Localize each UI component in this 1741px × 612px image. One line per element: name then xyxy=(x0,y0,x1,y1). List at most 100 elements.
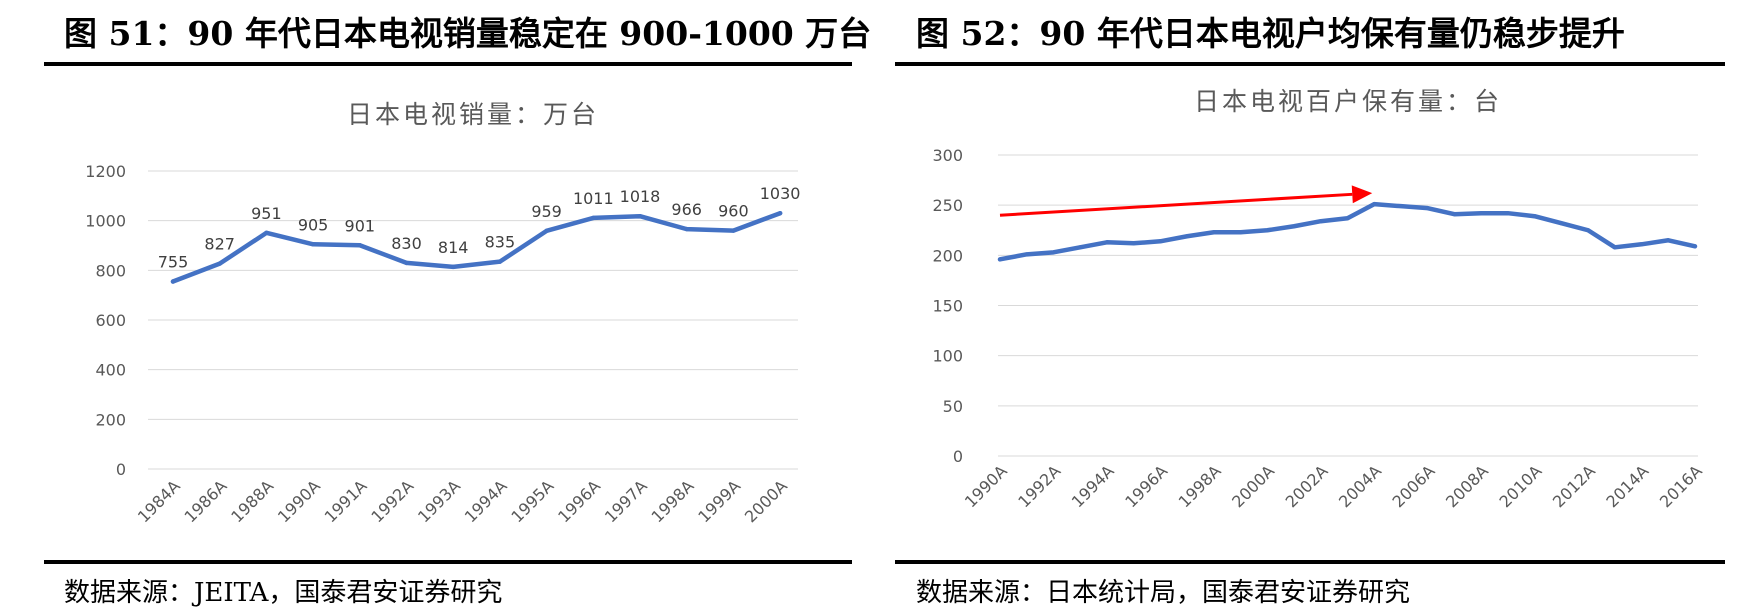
data-label: 959 xyxy=(531,202,562,221)
x-tick-label: 1996A xyxy=(554,476,604,526)
x-tick-label: 1998A xyxy=(1175,461,1225,511)
title-divider xyxy=(44,62,852,66)
sales-series-line xyxy=(170,210,783,284)
data-point xyxy=(451,264,456,270)
data-label: 755 xyxy=(158,253,189,272)
data-point xyxy=(731,228,736,233)
data-point xyxy=(1131,241,1136,246)
data-point xyxy=(217,261,222,266)
data-point xyxy=(1292,224,1297,229)
trend-arrow-head xyxy=(1351,185,1373,204)
x-tick-label: 1990A xyxy=(961,461,1011,511)
data-point xyxy=(1238,230,1243,235)
y-tick-label: 0 xyxy=(116,460,126,479)
x-tick-label: 2016A xyxy=(1656,461,1706,511)
ownership-series-line xyxy=(997,201,1698,262)
data-point xyxy=(357,243,362,248)
data-label: 814 xyxy=(438,238,469,257)
x-tick-label: 2010A xyxy=(1495,461,1545,511)
data-label: 1011 xyxy=(573,189,614,208)
data-point xyxy=(497,259,503,264)
data-label: 905 xyxy=(298,215,329,234)
data-point xyxy=(1372,202,1377,207)
data-label: 1018 xyxy=(620,187,661,206)
data-point xyxy=(1078,245,1083,250)
x-tick-label: 2006A xyxy=(1389,461,1439,511)
data-label: 830 xyxy=(391,234,422,253)
x-tick-label: 1984A xyxy=(134,476,184,526)
data-point xyxy=(170,279,176,284)
x-tick-label: 1992A xyxy=(1014,461,1064,511)
data-point xyxy=(1398,204,1403,209)
data-point xyxy=(1185,234,1190,239)
x-tick-label: 2004A xyxy=(1335,461,1385,511)
y-tick-label: 150 xyxy=(932,297,963,316)
x-tick-label: 1998A xyxy=(648,476,698,526)
data-point xyxy=(777,211,783,216)
data-label: 960 xyxy=(718,202,749,221)
data-point xyxy=(544,228,549,234)
data-point xyxy=(1586,228,1591,233)
data-point xyxy=(1666,238,1671,243)
x-tick-label: 2008A xyxy=(1442,461,1492,511)
data-point xyxy=(1693,244,1697,249)
data-label: 827 xyxy=(204,235,235,254)
data-point xyxy=(1265,228,1270,233)
data-point xyxy=(637,213,643,219)
x-tick-label: 1986A xyxy=(181,476,231,526)
data-label: 835 xyxy=(485,233,516,252)
x-tick-label: 2014A xyxy=(1602,461,1652,511)
data-point xyxy=(1612,245,1617,250)
data-label: 901 xyxy=(345,216,376,235)
data-point xyxy=(1505,211,1510,216)
x-tick-label: 1999A xyxy=(694,476,744,526)
y-tick-label: 400 xyxy=(95,361,126,380)
y-tick-label: 50 xyxy=(943,397,963,416)
data-source-note: 数据来源：日本统计局，国泰君安证券研究 xyxy=(916,578,1411,608)
x-tick-label: 1994A xyxy=(461,476,511,526)
figure-52-panel: 图 52：90 年代日本电视户均保有量仍稳步提升 日本电视百户保有量：台 0 50 1… xyxy=(870,0,1741,612)
data-point xyxy=(1559,221,1564,226)
y-tick-label: 1000 xyxy=(85,212,126,231)
y-tick-label: 100 xyxy=(932,347,963,366)
data-label: 966 xyxy=(671,200,702,219)
data-point xyxy=(684,226,689,232)
data-point xyxy=(264,230,269,236)
data-point xyxy=(1452,212,1457,217)
figure-title: 图 51：90 年代日本电视销量稳定在 900-1000 万台 xyxy=(64,14,872,53)
trend-arrow-shaft xyxy=(999,192,1353,217)
data-point xyxy=(1158,239,1163,244)
source-divider xyxy=(895,560,1725,564)
chart-title: 日本电视百户保有量：台 xyxy=(1194,87,1502,116)
x-tick-label: 1991A xyxy=(321,476,371,526)
y-tick-label: 1200 xyxy=(85,162,126,181)
x-tick-label: 2000A xyxy=(1228,461,1278,511)
data-label: 1030 xyxy=(760,184,801,203)
x-tick-label: 1994A xyxy=(1068,461,1118,511)
data-point xyxy=(1104,240,1109,245)
y-tick-label: 300 xyxy=(932,146,963,165)
title-divider xyxy=(895,62,1725,66)
data-label: 951 xyxy=(251,204,282,223)
sales-line-chart: 日本电视销量：万台 0 200 400 600 800 1000 1200 1984A1986A… xyxy=(85,100,801,526)
figure-51-panel: 图 51：90 年代日本电视销量稳定在 900-1000 万台 日本电视销量：万… xyxy=(0,0,872,612)
x-tick-label: 1995A xyxy=(507,476,557,526)
x-tick-label: 1992A xyxy=(367,476,417,526)
x-tick-label: 1988A xyxy=(227,476,277,526)
y-tick-label: 800 xyxy=(95,261,126,280)
x-tick-label: 2002A xyxy=(1282,461,1332,511)
x-tick-label: 1993A xyxy=(414,476,464,526)
x-tick-label: 1990A xyxy=(274,476,324,526)
x-tick-label: 2000A xyxy=(741,476,791,526)
x-tick-label: 1996A xyxy=(1121,461,1171,511)
data-point xyxy=(1024,252,1029,257)
y-tick-label: 250 xyxy=(932,196,963,215)
source-divider xyxy=(44,560,852,564)
figure-title: 图 52：90 年代日本电视户均保有量仍稳步提升 xyxy=(916,14,1625,53)
data-point xyxy=(1425,206,1430,211)
data-point xyxy=(310,242,316,247)
y-tick-label: 200 xyxy=(932,246,963,265)
data-point xyxy=(1345,216,1350,221)
data-point xyxy=(404,260,409,266)
